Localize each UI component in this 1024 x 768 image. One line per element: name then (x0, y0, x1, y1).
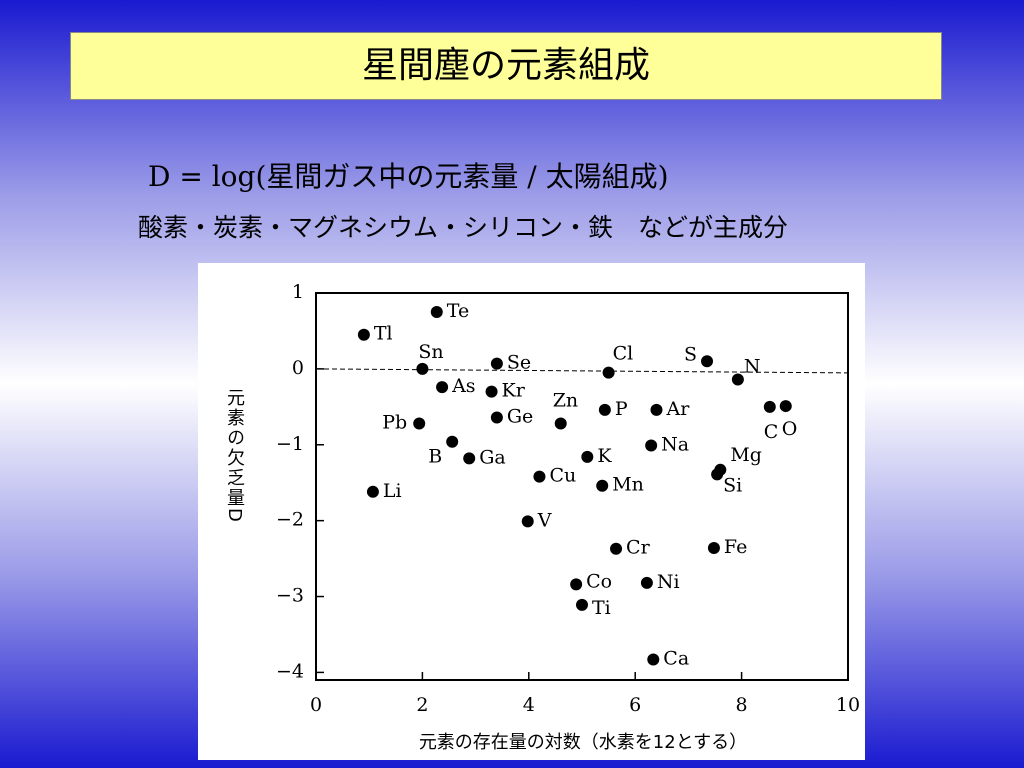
point-label: Cu (549, 465, 576, 487)
point-label: Tl (374, 323, 393, 345)
point-label: N (744, 356, 761, 378)
formula: D = log(星間ガス中の元素量 / 太陽組成) (148, 160, 669, 193)
point-label: C (764, 421, 779, 443)
y-tick-label: −1 (276, 433, 304, 455)
point (413, 417, 426, 430)
point-label: B (428, 446, 442, 468)
point-label: Ge (507, 405, 533, 427)
point-label: Zn (553, 390, 578, 412)
point (640, 576, 653, 589)
x-tick-label: 4 (523, 694, 535, 716)
point-label: Ar (665, 398, 690, 420)
point (570, 578, 583, 591)
y-tick-label: −3 (276, 585, 304, 607)
point-label: Cl (613, 343, 634, 365)
point-label: Ni (657, 571, 680, 593)
point-label: Pb (382, 412, 407, 434)
point (430, 305, 443, 318)
point (366, 485, 379, 498)
point-label: Ca (663, 648, 689, 670)
point-label: Te (447, 300, 469, 322)
y-axis-title: 元素の欠乏量D (224, 388, 245, 524)
point-label: Fe (724, 536, 747, 558)
x-tick-label: 8 (736, 694, 748, 716)
point-label: Se (507, 352, 531, 374)
point-label: Si (723, 474, 742, 496)
point-label: Co (586, 570, 612, 592)
note: 酸素・炭素・マグネシウム・シリコン・鉄 などが主成分 (138, 213, 789, 242)
point (416, 362, 429, 375)
point-label: Ga (479, 446, 506, 468)
point-label: Li (383, 480, 402, 502)
point (701, 355, 714, 368)
chart-background (198, 263, 865, 760)
point (490, 357, 503, 370)
point (707, 541, 720, 554)
point-label: Kr (502, 380, 526, 402)
point (554, 417, 567, 430)
point (463, 452, 476, 465)
point (576, 598, 588, 611)
x-tick-label: 10 (836, 694, 860, 716)
point-label: P (615, 398, 628, 420)
point-label: S (684, 343, 697, 365)
point-label: Cr (626, 537, 651, 559)
point (521, 515, 534, 528)
point (446, 435, 459, 448)
point (711, 468, 724, 481)
x-tick-label: 0 (310, 694, 322, 716)
x-axis-title: 元素の存在量の対数（水素を12とする） (419, 732, 747, 753)
point (731, 373, 744, 386)
point-label: Mn (612, 474, 644, 496)
y-tick-label: 0 (292, 357, 304, 379)
point (485, 385, 498, 398)
x-tick-label: 6 (629, 694, 641, 716)
point-label: O (782, 418, 798, 440)
point (357, 328, 370, 341)
point (610, 542, 623, 555)
point (763, 400, 776, 413)
reference-line (315, 368, 849, 374)
point (645, 439, 658, 452)
point (598, 403, 611, 416)
point (596, 479, 609, 492)
plot-frame (315, 292, 849, 681)
point-label: Mg (730, 444, 762, 466)
point-label: Na (661, 434, 689, 456)
point (581, 450, 594, 463)
y-tick-label: 1 (292, 281, 304, 303)
slide-title: 星間塵の元素組成 (70, 32, 942, 100)
point (490, 411, 503, 424)
y-tick-label: −4 (276, 660, 304, 682)
point (647, 653, 660, 666)
point-label: Sn (418, 341, 443, 363)
point (436, 381, 449, 394)
point (779, 400, 792, 413)
point-label: As (451, 375, 475, 397)
point-label: V (537, 509, 552, 531)
point-label: Ti (592, 597, 611, 619)
point (533, 470, 546, 483)
point (602, 366, 615, 379)
point-label: K (597, 445, 612, 467)
point (650, 403, 663, 416)
x-tick-label: 2 (416, 694, 428, 716)
y-tick-label: −2 (276, 509, 304, 531)
